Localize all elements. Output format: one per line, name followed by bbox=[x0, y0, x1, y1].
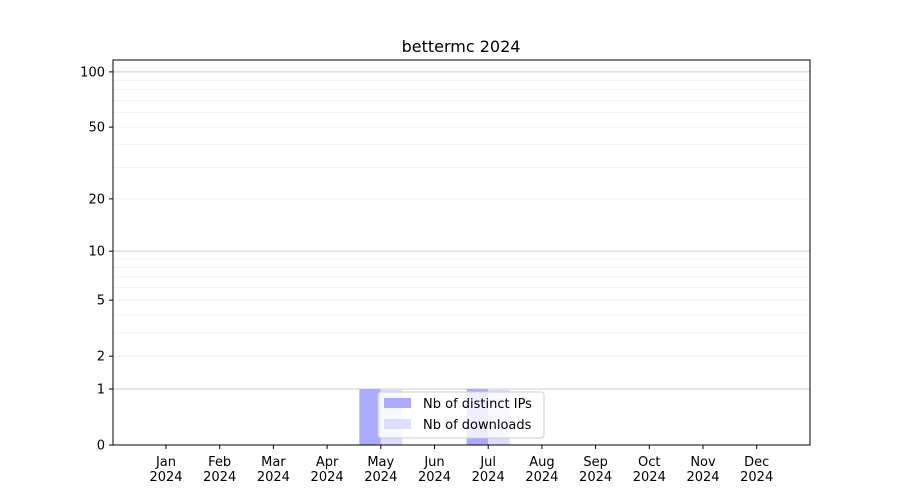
x-tick-label: Apr 2024 bbox=[311, 455, 344, 485]
x-tick-label: Dec 2024 bbox=[740, 455, 773, 485]
x-tick-label: Feb 2024 bbox=[203, 455, 236, 485]
legend-box bbox=[377, 391, 545, 439]
x-tick-label: Nov 2024 bbox=[686, 455, 719, 485]
bar bbox=[359, 388, 381, 445]
x-tick-label: Aug 2024 bbox=[525, 455, 558, 485]
x-tick-label: Jan 2024 bbox=[149, 455, 182, 485]
x-tick-label: Oct 2024 bbox=[633, 455, 666, 485]
x-tick-label: Jul 2024 bbox=[472, 455, 505, 485]
x-tick-label: Jun 2024 bbox=[418, 455, 451, 485]
legend-swatch bbox=[384, 419, 411, 429]
chart-title: bettermc 2024 bbox=[402, 37, 521, 56]
y-tick-label: 20 bbox=[88, 192, 105, 207]
y-tick-label: 2 bbox=[97, 350, 105, 365]
y-tick-label: 50 bbox=[88, 121, 105, 136]
legend-label: Nb of downloads bbox=[423, 418, 532, 433]
x-tick-label: May 2024 bbox=[364, 455, 397, 485]
plot-frame bbox=[112, 59, 811, 446]
x-tick-label: Sep 2024 bbox=[579, 455, 612, 485]
legend-swatch bbox=[384, 398, 411, 408]
y-tick-label: 10 bbox=[88, 245, 105, 260]
y-tick-label: 0 bbox=[97, 439, 105, 454]
y-tick-label: 1 bbox=[97, 382, 105, 397]
y-tick-label: 5 bbox=[97, 294, 105, 309]
y-tick-label: 100 bbox=[80, 65, 105, 80]
legend-label: Nb of distinct IPs bbox=[423, 397, 532, 412]
legend: Nb of distinct IPs Nb of downloads bbox=[377, 391, 545, 439]
x-tick-label: Mar 2024 bbox=[257, 455, 290, 485]
